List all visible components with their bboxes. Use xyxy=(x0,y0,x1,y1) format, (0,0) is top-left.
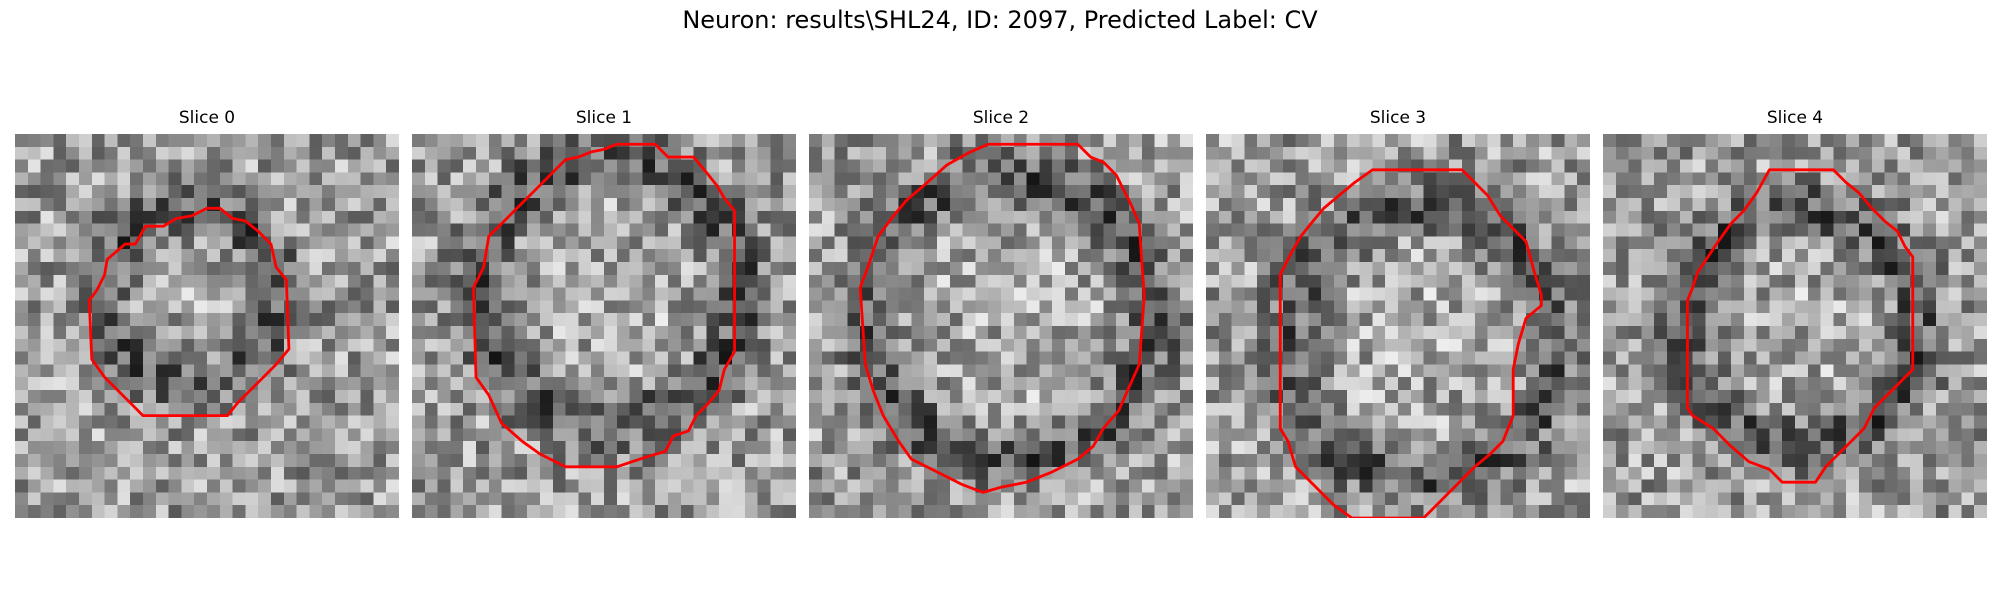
slice-grayscale-image xyxy=(1603,134,1987,518)
slice-title: Slice 0 xyxy=(178,108,236,128)
slice-image xyxy=(1603,134,1987,518)
slice-image xyxy=(412,134,796,518)
slice-title: Slice 3 xyxy=(1369,108,1427,128)
slice-grayscale-image xyxy=(1206,134,1590,518)
slice-image xyxy=(15,134,399,518)
cell-contour xyxy=(472,142,736,469)
slice-title: Slice 2 xyxy=(972,108,1030,128)
slice-grayscale-image xyxy=(412,134,796,518)
figure-title: Neuron: results\SHL24, ID: 2097, Predict… xyxy=(682,6,1318,34)
cell-contour xyxy=(858,142,1146,494)
slice-grayscale-image xyxy=(809,134,1193,518)
cell-contour xyxy=(1278,168,1543,518)
slice-image xyxy=(1206,134,1590,518)
cell-contour xyxy=(87,206,291,418)
slice-image xyxy=(809,134,1193,518)
cell-contour xyxy=(1686,168,1915,484)
slice-grayscale-image xyxy=(15,134,399,518)
slice-title: Slice 1 xyxy=(575,108,633,128)
slice-title: Slice 4 xyxy=(1766,108,1824,128)
